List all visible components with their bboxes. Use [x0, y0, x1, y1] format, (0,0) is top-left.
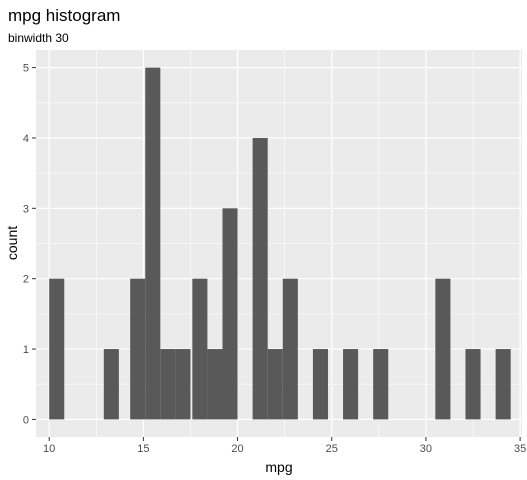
y-tick-label: 5 — [23, 63, 29, 75]
histogram-bars — [49, 67, 511, 420]
chart-title: mpg histogram — [8, 6, 120, 25]
histogram-bar — [312, 349, 328, 420]
x-axis: 10 15 20 25 30 35 — [43, 437, 526, 455]
y-axis-title: count — [4, 226, 20, 260]
y-tick-label: 2 — [23, 274, 29, 286]
histogram-bar — [373, 349, 389, 420]
histogram-bar — [282, 278, 298, 420]
x-axis-title: mpg — [265, 459, 292, 475]
y-tick-label: 4 — [23, 133, 29, 145]
histogram-bar — [267, 349, 283, 420]
x-tick-label: 25 — [326, 443, 338, 455]
x-tick-label: 10 — [43, 443, 55, 455]
chart-subtitle: binwidth 30 — [8, 31, 69, 45]
y-axis: 0 1 2 3 4 5 — [23, 63, 36, 426]
histogram-bar — [175, 349, 191, 420]
x-tick-label: 20 — [231, 443, 243, 455]
histogram-bar — [435, 278, 451, 420]
histogram-bar — [103, 349, 119, 420]
histogram-bar — [207, 349, 223, 420]
histogram-bar — [160, 349, 176, 420]
y-tick-label: 1 — [23, 344, 29, 356]
histogram-bar — [49, 278, 65, 420]
histogram-bar — [465, 349, 481, 420]
histogram-bar — [130, 278, 146, 420]
histogram-bar — [222, 208, 238, 420]
histogram-bar — [145, 67, 161, 420]
x-tick-label: 15 — [137, 443, 149, 455]
histogram-bar — [495, 349, 511, 420]
histogram-bar — [343, 349, 359, 420]
y-tick-label: 0 — [23, 414, 29, 426]
x-tick-label: 35 — [514, 443, 526, 455]
x-tick-label: 30 — [420, 443, 432, 455]
histogram-bar — [252, 137, 268, 420]
y-tick-label: 3 — [23, 203, 29, 215]
histogram-bar — [192, 278, 208, 420]
